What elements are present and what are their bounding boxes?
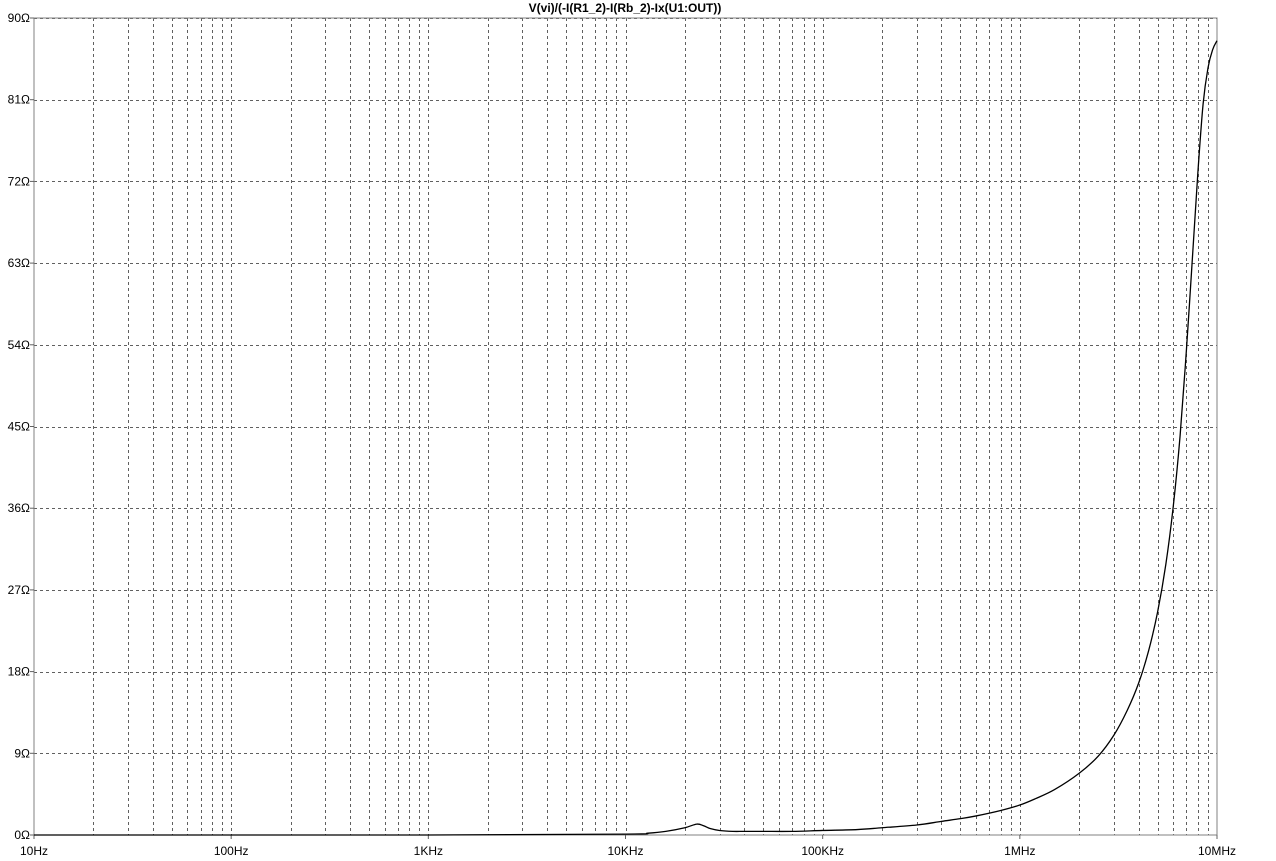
y-tick-label: 0Ω [14, 828, 30, 842]
x-tick-label: 10KHz [607, 844, 643, 858]
series-line [33, 40, 1218, 836]
x-tick-label: 10MHz [1198, 844, 1236, 858]
chart-title: V(vi)/(-I(R1_2)-I(Rb_2)-Ix(U1:OUT)) [529, 1, 722, 15]
y-tick-label: 54Ω [8, 338, 30, 352]
y-axis: 0Ω 9Ω 18Ω 27Ω 36Ω 45Ω 54Ω 63Ω 72Ω 81Ω 90Ω [8, 11, 34, 842]
x-axis: 10Hz 100Hz 1KHz 10KHz 100KHz 1MHz 10MHz [20, 835, 1236, 858]
y-tick-label: 45Ω [8, 420, 30, 434]
y-tick-label: 63Ω [8, 256, 30, 270]
x-gridlines [93, 18, 1209, 835]
y-tick-label: 81Ω [8, 93, 30, 107]
x-tick-label: 1KHz [414, 844, 443, 858]
y-tick-label: 18Ω [8, 665, 30, 679]
plot-frame [33, 17, 1218, 836]
x-tick-label: 100Hz [214, 844, 249, 858]
y-tick-label: 90Ω [8, 11, 30, 25]
x-tick-label: 1MHz [1004, 844, 1035, 858]
y-gridlines [34, 18, 1217, 754]
y-tick-label: 27Ω [8, 583, 30, 597]
x-tick-label: 10Hz [20, 844, 48, 858]
y-tick-label: 9Ω [14, 746, 30, 760]
y-tick-label: 36Ω [8, 501, 30, 515]
y-tick-label: 72Ω [8, 174, 30, 188]
x-tick-label: 100KHz [801, 844, 844, 858]
